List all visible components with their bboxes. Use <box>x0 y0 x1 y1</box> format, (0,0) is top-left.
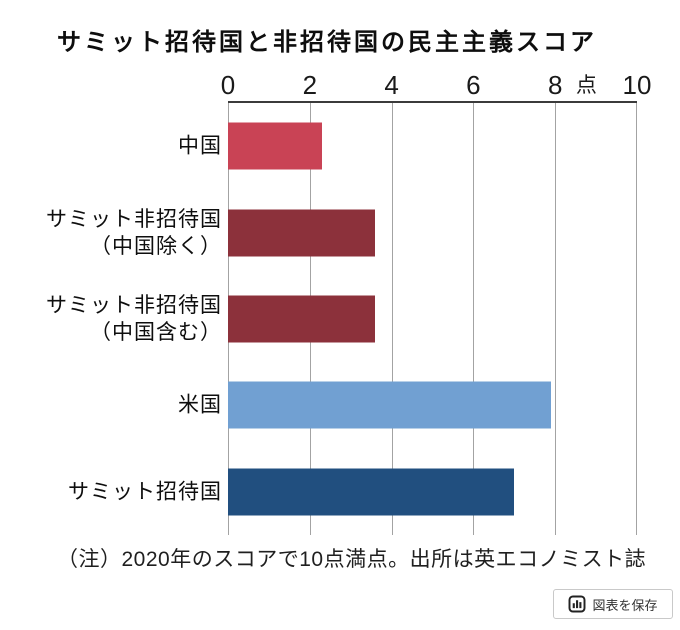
save-chart-button-label: 図表を保存 <box>592 597 658 613</box>
gridline <box>473 103 475 535</box>
gridline <box>391 103 393 535</box>
source-note: （注）2020年のスコアで10点満点。出所は英エコノミスト誌 <box>57 548 647 571</box>
axis-tick-label: 2 <box>302 70 318 100</box>
category-label-line: 中国 <box>178 134 222 158</box>
bar <box>228 381 552 429</box>
category-label: サミット非招待国 （中国含む） <box>0 292 222 346</box>
axis-tick-label: 6 <box>466 70 481 100</box>
bar-row: サミット非招待国 （中国含む） <box>0 276 637 362</box>
bar-track <box>228 276 637 362</box>
bar-row: 中国 <box>0 103 637 189</box>
axis-ticks-row: 点 0 2 4 6 8 10 <box>221 64 652 100</box>
axis-tick-label: 4 <box>384 70 399 100</box>
gridline <box>555 103 557 535</box>
category-label-line: サミット非招待国 <box>46 293 222 317</box>
axis-tick-label: 10 <box>622 70 652 100</box>
chart-title: サミット招待国と非招待国の民主主義スコア <box>57 29 597 56</box>
category-label-line: サミット非招待国 <box>46 207 222 231</box>
axis-tick-label: 8 <box>547 70 563 100</box>
axis-unit-label: 点 <box>575 74 597 97</box>
gridline <box>636 103 637 535</box>
category-label-line: 米国 <box>178 393 222 417</box>
bar <box>228 209 376 257</box>
bar-track <box>228 362 637 448</box>
bar-rows: 中国サミット非招待国 （中国除く） サミット非招待国 （中国含む） 米国サミット招待国 <box>0 103 637 535</box>
bar-row: 米国 <box>0 362 637 448</box>
bar-row: サミット非招待国 （中国除く） <box>0 189 637 275</box>
bar-track <box>228 103 637 189</box>
category-label: サミット非招待国 （中国除く） <box>0 206 222 260</box>
bar <box>228 295 376 343</box>
category-label: 中国 <box>0 133 222 160</box>
bar-track <box>228 189 637 275</box>
category-label-line: （中国含む） <box>90 320 222 344</box>
bar-track <box>228 449 637 535</box>
category-label: 米国 <box>0 392 222 419</box>
category-label-line: サミット招待国 <box>68 480 222 504</box>
bar-row: サミット招待国 <box>0 449 637 535</box>
axis-tick-label: 0 <box>220 70 236 100</box>
category-label-line: （中国除く） <box>90 234 222 258</box>
bar-chart-icon <box>568 595 586 613</box>
bar <box>228 468 515 516</box>
category-label: サミット招待国 <box>0 478 222 505</box>
bar <box>228 122 323 170</box>
save-chart-button[interactable]: 図表を保存 <box>553 589 673 619</box>
